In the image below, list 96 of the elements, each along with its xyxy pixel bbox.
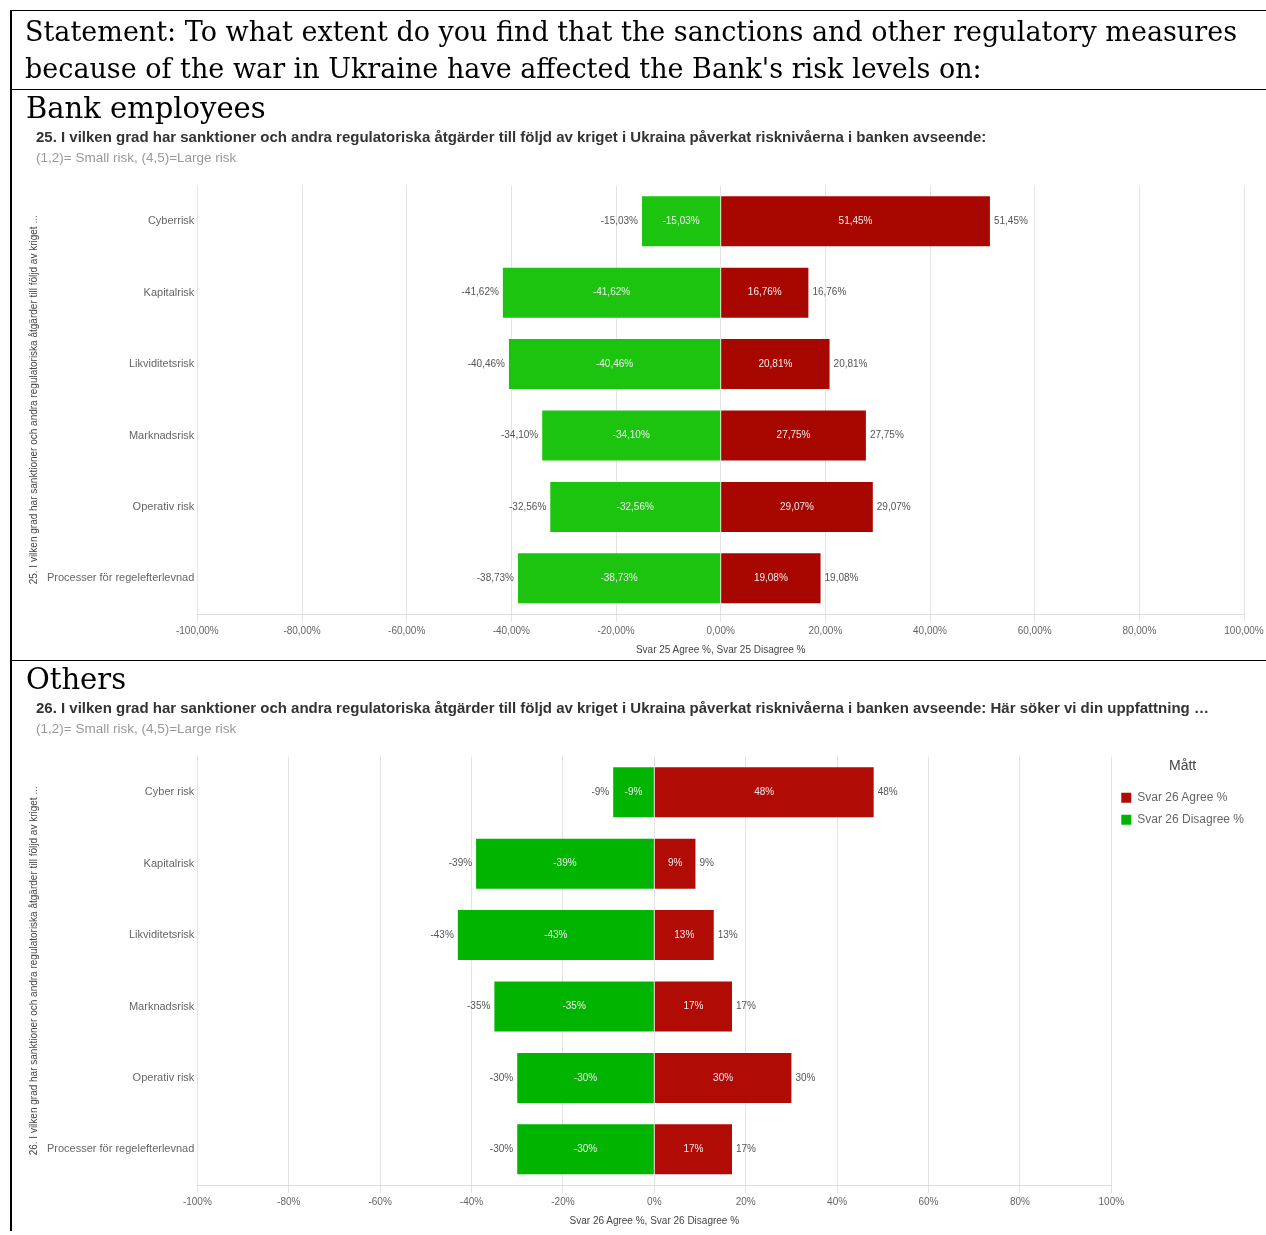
text: Statement: To what extent do you find that the sanctions and other regulatory measures because of the war in Ukraine have affected the Bank's risk levels on: xyxy=(10,10,1266,90)
y-axis-title: 25. I vilken grad har sanktioner och andra regulatoriska åtgärder till följd av kriget ... xyxy=(27,215,39,585)
data-label: 16,76% xyxy=(812,286,847,298)
text: -40,46% xyxy=(595,357,634,369)
data-label: -30% xyxy=(489,1071,514,1083)
y-tick-label: Marknadsrisk xyxy=(128,999,195,1012)
x-tick-label: -20% xyxy=(551,1195,575,1207)
y-tick-label: Marknadsrisk xyxy=(128,428,195,441)
x-tick-label: -40% xyxy=(459,1195,484,1207)
x-tick-label: -100% xyxy=(182,1195,212,1207)
text: 17% xyxy=(683,1000,704,1012)
text: -15,03% xyxy=(600,215,639,227)
data-label: -40,46% xyxy=(467,357,506,369)
data-label: 51,45% xyxy=(993,215,1028,227)
x-tick-label: 80,00% xyxy=(1122,624,1157,636)
data-label: -34,10% xyxy=(500,429,539,441)
x-tick-label: 100% xyxy=(1098,1195,1125,1207)
text: 13% xyxy=(717,928,738,940)
text: -9% xyxy=(591,786,610,798)
text: 27,75% xyxy=(776,429,811,441)
legend-label: Svar 26 Agree % xyxy=(1137,790,1228,805)
x-tick-label: -20,00% xyxy=(597,624,635,636)
y-tick-label: Processer för regelefterlevnad xyxy=(46,1142,195,1155)
chart-title: 26. I vilken grad har sanktioner och andra regulatoriska åtgärder till följd av kriget i Ukraina påverkat risknivåerna i banken avseende: Här söker vi din uppfattning … xyxy=(35,698,1210,718)
text: 51,45% xyxy=(838,215,873,227)
y-tick-label: Operativ risk xyxy=(132,1070,195,1083)
x-tick-label: 80% xyxy=(1009,1195,1031,1207)
text: -35% xyxy=(562,1000,586,1012)
x-tick-label: 100,00% xyxy=(1224,624,1264,636)
data-label: 9% xyxy=(667,857,683,869)
legend-title: Mått xyxy=(1169,756,1197,773)
data-label: 20,81% xyxy=(833,357,868,369)
data-label: -43% xyxy=(430,928,454,940)
data-label: -15,03% xyxy=(662,215,700,227)
data-label: -32,56% xyxy=(509,500,547,512)
text: -30% xyxy=(573,1071,598,1083)
x-tick-label: 0,00% xyxy=(706,624,735,636)
text: -32,56% xyxy=(616,500,654,512)
chart-subtitle: (1,2)= Small risk, (4,5)=Large risk xyxy=(35,720,238,738)
y-tick-label: Likviditetsrisk xyxy=(128,928,195,941)
x-tick-label: 60% xyxy=(918,1195,939,1207)
y-tick-label: Processer för regelefterlevnad xyxy=(46,571,195,584)
text: Bank employees xyxy=(25,90,267,126)
data-label: 17% xyxy=(736,1000,757,1012)
text: 17% xyxy=(683,1143,704,1155)
y-tick-label: Kapitalrisk xyxy=(143,856,195,869)
data-label: 19,08% xyxy=(824,572,859,584)
text: -39% xyxy=(553,857,577,869)
x-tick-label: 40% xyxy=(827,1195,848,1207)
x-tick-label: -80% xyxy=(277,1195,301,1207)
y-tick-label: Kapitalrisk xyxy=(143,285,195,298)
text: 48% xyxy=(754,786,775,798)
data-label: -30% xyxy=(489,1143,514,1155)
x-tick-label: 40,00% xyxy=(913,624,948,636)
data-label: 48% xyxy=(877,786,898,798)
x-tick-label: -60,00% xyxy=(388,624,426,636)
data-label: 17% xyxy=(736,1143,757,1155)
x-tick-label: -60% xyxy=(368,1195,392,1207)
x-tick-label: -40,00% xyxy=(492,624,531,636)
y-tick-label: Cyber risk xyxy=(144,785,195,798)
text: 29,07% xyxy=(780,500,814,512)
text: 19,08% xyxy=(753,572,788,584)
data-label: 30% xyxy=(795,1071,816,1083)
text: 20,81% xyxy=(758,357,793,369)
text: 30% xyxy=(713,1071,734,1083)
data-label: -35% xyxy=(467,1000,491,1012)
x-tick-label: 20,00% xyxy=(808,624,843,636)
x-tick-label: -100,00% xyxy=(175,624,219,636)
x-tick-label: 60,00% xyxy=(1017,624,1052,636)
text: -41,62% xyxy=(592,286,631,298)
data-label: 13% xyxy=(674,928,695,940)
x-axis-title: Svar 26 Agree %, Svar 26 Disagree % xyxy=(569,1214,740,1226)
x-tick-label: 20% xyxy=(735,1195,756,1207)
x-tick-label: -80,00% xyxy=(283,624,321,636)
data-label: 27,75% xyxy=(869,429,904,441)
text: 9% xyxy=(699,857,714,869)
text: Others xyxy=(25,661,127,697)
chart-subtitle: (1,2)= Small risk, (4,5)=Large risk xyxy=(35,149,238,167)
x-tick-label: 0% xyxy=(647,1195,662,1207)
y-tick-label: Operativ risk xyxy=(132,499,195,512)
text: -38,73% xyxy=(600,572,638,584)
x-axis-title: Svar 25 Agree %, Svar 25 Disagree % xyxy=(635,643,806,655)
y-tick-label: Cyberrisk xyxy=(147,214,195,227)
text: -43% xyxy=(544,928,568,940)
text: -34,10% xyxy=(612,429,650,441)
y-tick-label: Likviditetsrisk xyxy=(128,357,195,370)
data-label: -41,62% xyxy=(461,286,499,298)
data-label: -38,73% xyxy=(476,572,515,584)
data-label: -39% xyxy=(448,857,473,869)
data-label: -9% xyxy=(624,786,643,798)
chart-title: 25. I vilken grad har sanktioner och andra regulatoriska åtgärder till följd av kriget i Ukraina påverkat risknivåerna i banken avseende: xyxy=(35,127,988,147)
text: 16,76% xyxy=(747,286,782,298)
text: -30% xyxy=(573,1143,598,1155)
y-axis-title: 26. I vilken grad har sanktioner och andra regulatoriska åtgärder till följd av kriget ... xyxy=(27,786,39,1156)
legend-label: Svar 26 Disagree % xyxy=(1137,812,1245,827)
data-label: 29,07% xyxy=(876,500,911,512)
